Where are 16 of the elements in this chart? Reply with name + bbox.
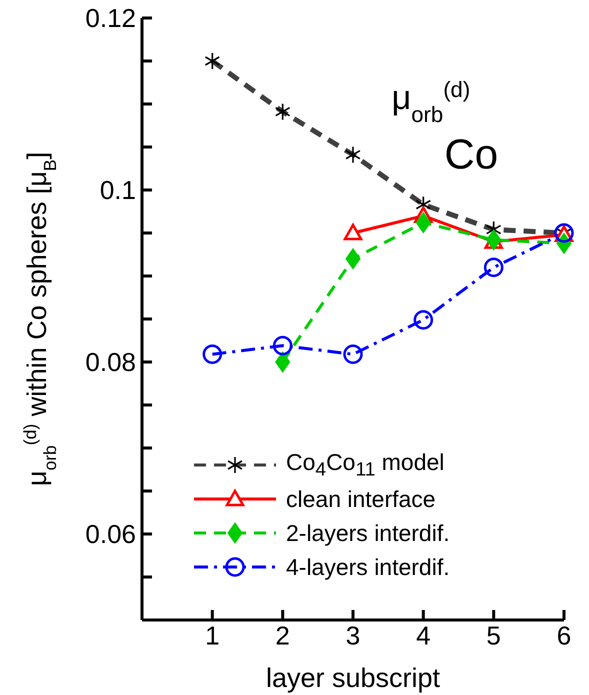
legend-label: 2-layers interdif.: [286, 520, 450, 546]
y-tick-label: 0.12: [85, 3, 136, 34]
x-tick-label: 6: [556, 620, 572, 650]
annotation: Co: [444, 130, 498, 178]
y-tick-label: 0.1: [100, 175, 136, 206]
legend-label: Co$_{4}$Co$_{11}$ model: [286, 448, 444, 482]
legend-label: 4-layers interdif.: [286, 554, 450, 580]
x-tick-label: 3: [346, 620, 360, 650]
x-tick-label: 5: [486, 620, 501, 650]
y-tick-label: 0.06: [85, 519, 136, 550]
x-tick-label: 2: [275, 620, 290, 650]
legend-label: clean interface: [286, 486, 436, 512]
y-tick-label: 0.08: [85, 347, 136, 378]
x-tick-label: 1: [205, 620, 220, 650]
x-axis-title: layer subscript: [266, 663, 441, 693]
x-tick-label: 4: [416, 620, 431, 650]
